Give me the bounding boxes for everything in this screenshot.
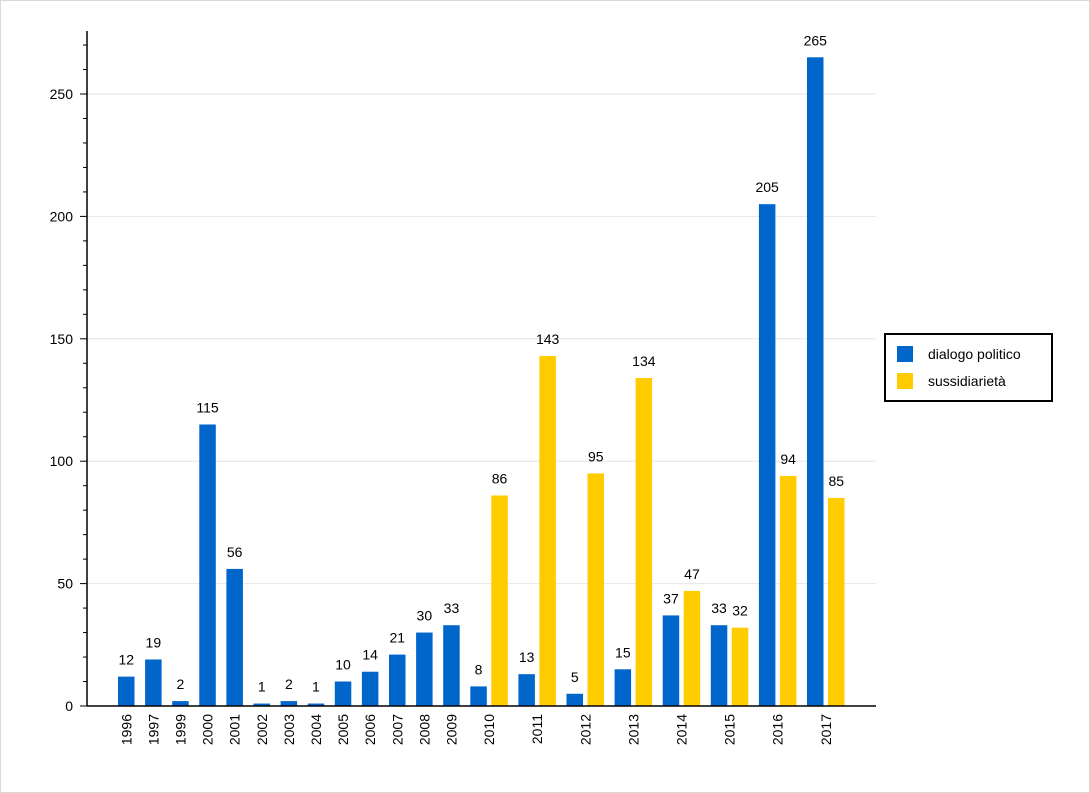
bar-dialogo-politico-2004 xyxy=(307,703,325,706)
y-tick-label-50: 50 xyxy=(57,576,73,592)
x-tick-label-2002: 2002 xyxy=(254,714,270,745)
y-tick-label-250: 250 xyxy=(50,86,74,102)
bar-value-label-dialogo-politico-2002: 1 xyxy=(258,679,266,695)
bar-dialogo-politico-1996 xyxy=(118,676,135,706)
legend-swatch-dialogo-politico xyxy=(897,346,913,362)
bar-value-label-dialogo-politico-2008: 30 xyxy=(417,608,433,624)
x-tick-label-2005: 2005 xyxy=(335,714,351,745)
bar-dialogo-politico-2001 xyxy=(226,568,243,706)
axis-layer xyxy=(80,31,876,707)
bar-value-label-sussidiarieta-2015: 32 xyxy=(732,603,748,619)
x-tick-label-2017: 2017 xyxy=(818,714,834,745)
bar-dialogo-politico-2009 xyxy=(443,625,460,706)
x-tick-label-2008: 2008 xyxy=(416,714,432,745)
x-tick-label-2015: 2015 xyxy=(722,714,738,745)
bar-value-label-dialogo-politico-2015: 33 xyxy=(711,600,727,616)
x-tick-label-2006: 2006 xyxy=(362,714,378,745)
x-tick-label-2014: 2014 xyxy=(673,714,689,745)
bar-value-label-sussidiarieta-2014: 47 xyxy=(684,566,700,582)
y-tick-label-200: 200 xyxy=(50,208,74,224)
bar-value-label-dialogo-politico-2003: 2 xyxy=(285,676,293,692)
bar-value-label-dialogo-politico-2009: 33 xyxy=(444,600,460,616)
x-tick-label-2004: 2004 xyxy=(308,714,324,745)
bar-value-label-sussidiarieta-2017: 85 xyxy=(828,473,844,489)
legend: dialogo politico sussidiarietà xyxy=(884,333,1053,402)
bar-value-label-dialogo-politico-1996: 12 xyxy=(118,652,134,668)
bar-sussidiarieta-2016 xyxy=(779,475,797,706)
bar-value-label-dialogo-politico-2005: 10 xyxy=(335,657,351,673)
bar-dialogo-politico-1999 xyxy=(172,701,189,706)
bar-dialogo-politico-2012 xyxy=(566,693,583,706)
bar-value-label-dialogo-politico-2016: 205 xyxy=(755,179,779,195)
bar-sussidiarieta-2010 xyxy=(491,495,508,706)
bar-dialogo-politico-2017 xyxy=(807,57,824,706)
bar-dialogo-politico-2015 xyxy=(710,625,728,706)
bar-dialogo-politico-2002 xyxy=(253,703,270,706)
bar-value-label-dialogo-politico-2011: 13 xyxy=(519,649,535,665)
legend-label-sussidiarieta: sussidiarietà xyxy=(928,373,1006,389)
bar-dialogo-politico-2000 xyxy=(199,424,216,706)
bar-value-label-dialogo-politico-2007: 21 xyxy=(389,630,405,646)
x-tick-label-2009: 2009 xyxy=(443,714,459,745)
x-tick-label-2011: 2011 xyxy=(529,714,545,744)
bar-dialogo-politico-2011 xyxy=(518,674,535,706)
x-tick-label-2010: 2010 xyxy=(481,714,497,745)
bar-value-label-sussidiarieta-2011: 143 xyxy=(536,331,560,347)
bar-sussidiarieta-2017 xyxy=(828,497,845,706)
y-tick-label-100: 100 xyxy=(50,453,74,469)
x-tick-label-2016: 2016 xyxy=(770,714,786,745)
bar-value-label-dialogo-politico-1999: 2 xyxy=(177,676,185,692)
bar-value-label-dialogo-politico-2017: 265 xyxy=(804,32,828,48)
x-tick-label-2012: 2012 xyxy=(577,714,593,745)
bar-value-label-sussidiarieta-2016: 94 xyxy=(780,451,796,467)
bar-value-label-dialogo-politico-2010: 8 xyxy=(475,661,483,677)
x-tick-label-1996: 1996 xyxy=(118,714,134,745)
bar-sussidiarieta-2013 xyxy=(635,377,653,706)
x-tick-label-2001: 2001 xyxy=(227,714,243,745)
bar-value-label-dialogo-politico-2000: 115 xyxy=(196,399,219,415)
bar-value-label-sussidiarieta-2010: 86 xyxy=(492,470,508,486)
bar-dialogo-politico-2003 xyxy=(280,701,298,706)
x-tick-label-2003: 2003 xyxy=(281,714,297,745)
bar-value-label-dialogo-politico-2001: 56 xyxy=(227,544,243,560)
bar-dialogo-politico-1997 xyxy=(145,659,162,706)
label-layer: 0501001502002501219961919972199911520005… xyxy=(50,32,845,745)
x-tick-label-1999: 1999 xyxy=(172,714,188,745)
bar-layer xyxy=(118,57,845,706)
x-tick-label-1997: 1997 xyxy=(145,714,161,745)
legend-swatch-sussidiarieta xyxy=(897,373,913,389)
y-tick-label-150: 150 xyxy=(50,331,74,347)
bar-dialogo-politico-2014 xyxy=(662,615,680,706)
bar-sussidiarieta-2011 xyxy=(539,355,556,706)
bar-sussidiarieta-2015 xyxy=(731,627,749,706)
x-tick-label-2000: 2000 xyxy=(200,714,216,745)
bar-value-label-dialogo-politico-2006: 14 xyxy=(362,647,378,663)
bar-value-label-dialogo-politico-2014: 37 xyxy=(663,590,679,606)
legend-label-dialogo-politico: dialogo politico xyxy=(928,346,1021,362)
bar-dialogo-politico-2008 xyxy=(416,632,433,706)
bar-value-label-dialogo-politico-2013: 15 xyxy=(615,644,631,660)
bar-value-label-dialogo-politico-1997: 19 xyxy=(146,634,162,650)
bar-dialogo-politico-2013 xyxy=(614,669,632,706)
bar-sussidiarieta-2012 xyxy=(587,473,604,706)
y-tick-label-0: 0 xyxy=(65,698,73,714)
bar-dialogo-politico-2007 xyxy=(389,654,406,706)
bar-value-label-sussidiarieta-2012: 95 xyxy=(588,448,604,464)
x-tick-label-2007: 2007 xyxy=(389,714,405,745)
bar-sussidiarieta-2014 xyxy=(683,590,701,706)
bar-dialogo-politico-2005 xyxy=(334,681,352,706)
grid-layer xyxy=(87,93,876,585)
bar-value-label-dialogo-politico-2004: 1 xyxy=(312,679,320,695)
bar-dialogo-politico-2006 xyxy=(361,671,379,706)
bar-value-label-sussidiarieta-2013: 134 xyxy=(632,353,656,369)
bar-dialogo-politico-2016 xyxy=(758,204,776,706)
bar-value-label-dialogo-politico-2012: 5 xyxy=(571,669,579,685)
legend-box xyxy=(884,333,1053,402)
x-tick-label-2013: 2013 xyxy=(625,714,641,745)
bar-dialogo-politico-2010 xyxy=(470,686,487,706)
